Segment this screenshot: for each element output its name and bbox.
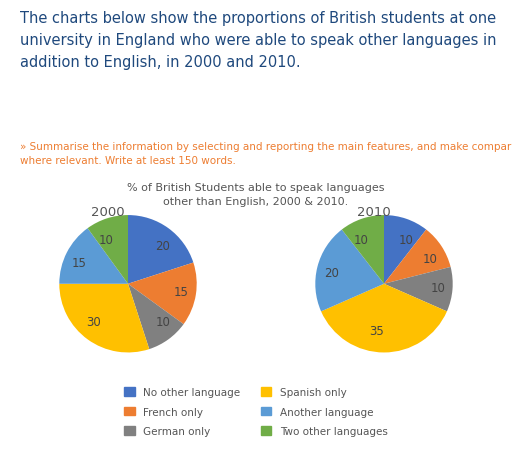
Text: 10: 10 <box>99 233 114 246</box>
Text: 2000: 2000 <box>91 205 124 218</box>
Wedge shape <box>384 230 451 284</box>
Text: other than English, 2000 & 2010.: other than English, 2000 & 2010. <box>163 196 349 206</box>
Text: 15: 15 <box>174 285 189 298</box>
Text: The charts below show the proportions of British students at one
university in E: The charts below show the proportions of… <box>20 11 497 69</box>
Wedge shape <box>59 229 128 284</box>
Text: » Summarise the information by selecting and reporting the main features, and ma: » Summarise the information by selecting… <box>20 142 512 166</box>
Text: 30: 30 <box>86 315 100 328</box>
Text: 10: 10 <box>354 234 369 247</box>
Text: 15: 15 <box>72 257 87 269</box>
Text: 10: 10 <box>431 281 445 295</box>
Text: 20: 20 <box>324 266 339 279</box>
Wedge shape <box>384 267 453 312</box>
Wedge shape <box>342 216 384 284</box>
Text: 10: 10 <box>399 234 414 247</box>
Text: 20: 20 <box>156 240 170 253</box>
Wedge shape <box>128 216 194 284</box>
Wedge shape <box>321 284 447 353</box>
Text: 10: 10 <box>156 315 170 328</box>
Text: % of British Students able to speak languages: % of British Students able to speak lang… <box>127 183 385 193</box>
Text: 35: 35 <box>369 324 384 337</box>
Wedge shape <box>128 263 197 324</box>
Wedge shape <box>59 284 149 353</box>
Wedge shape <box>88 216 128 284</box>
Wedge shape <box>384 216 426 284</box>
Text: 2010: 2010 <box>357 205 391 218</box>
Wedge shape <box>128 284 184 350</box>
Wedge shape <box>315 230 384 312</box>
Legend: No other language, French only, German only, Spanish only, Another language, Two: No other language, French only, German o… <box>119 382 393 441</box>
Text: 10: 10 <box>423 252 438 265</box>
